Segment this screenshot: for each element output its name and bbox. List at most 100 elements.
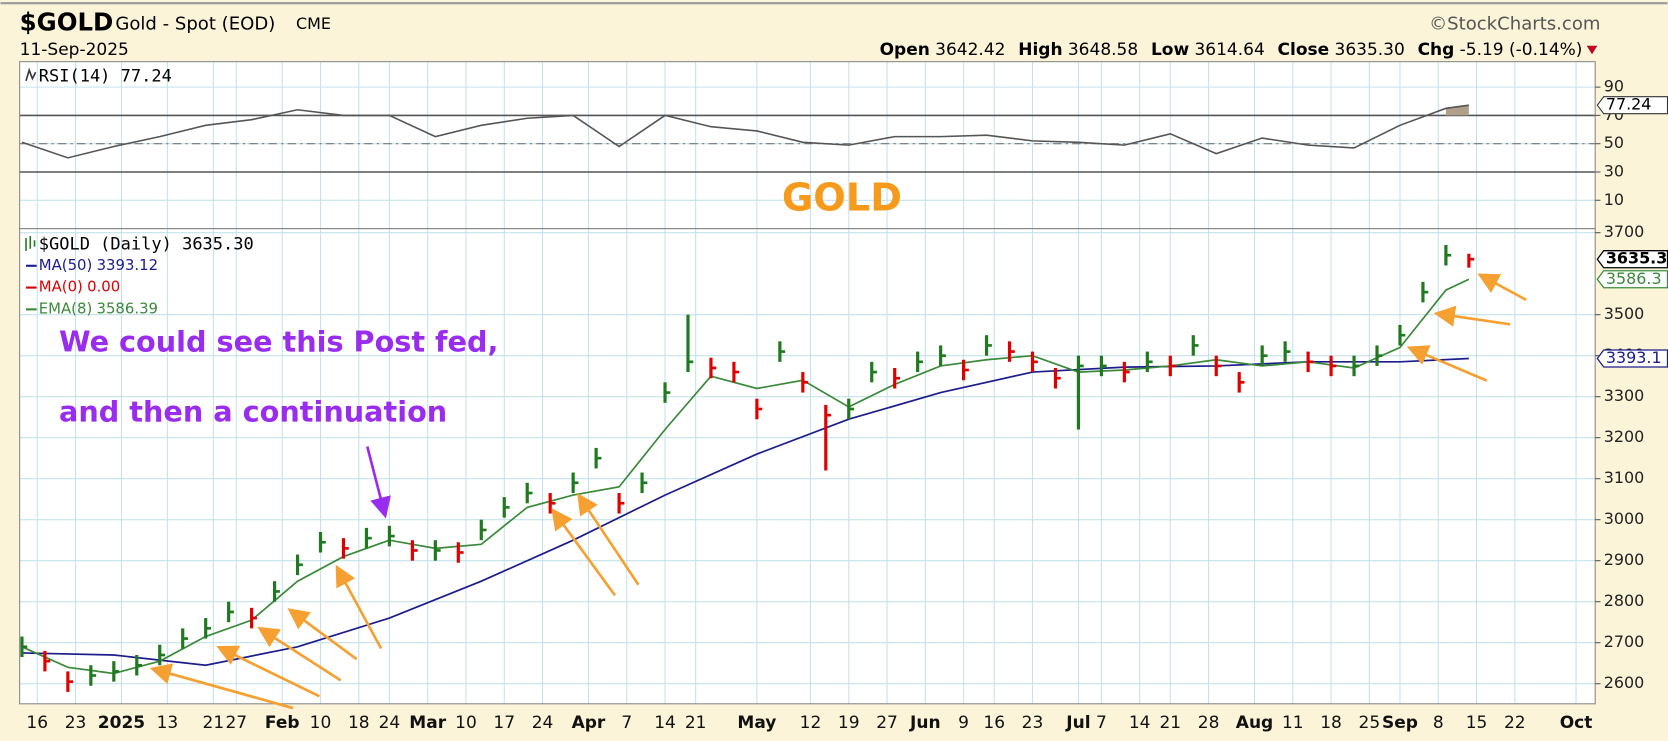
quote-value: 3642.42 — [935, 40, 1005, 60]
legend-entry: EMA(8) 3586.39 — [39, 299, 158, 317]
rsi-tick-label: 30 — [1604, 161, 1624, 180]
y-tick-label: 3500 — [1604, 304, 1645, 323]
x-tick-label: Jun — [909, 713, 941, 733]
arrow — [257, 626, 342, 682]
arrow — [1433, 305, 1511, 327]
x-tick-label: Oct — [1560, 713, 1593, 733]
quote-line: Open 3642.42 High 3648.58 Low 3614.64 Close 363… — [880, 40, 1583, 60]
y-tick-label: 3000 — [1604, 509, 1645, 528]
price-name: $GOLD (Daily) — [39, 235, 172, 255]
rsi-legend: RSI(14) 77.24 — [25, 67, 172, 87]
x-tick-label: 13 — [157, 713, 179, 733]
x-tick-label: 14 — [1129, 713, 1151, 733]
legend-value: 3586.39 — [97, 299, 159, 317]
price-tag-label: 3393.1 — [1606, 348, 1662, 367]
rsi-value: 77.24 — [121, 67, 172, 87]
x-tick-label: 25 — [1359, 713, 1381, 733]
change-arrow — [1586, 45, 1598, 55]
rsi-line — [21, 104, 1469, 159]
x-tick-label: Jul — [1065, 713, 1090, 733]
quote-name: High — [1018, 40, 1062, 60]
x-tick-label: 9 — [958, 713, 969, 733]
rsi-icon — [25, 67, 37, 82]
x-tick-label: Aug — [1236, 713, 1273, 733]
arrow — [551, 508, 617, 597]
price-icon — [25, 236, 36, 251]
x-tick-label: 7 — [1096, 713, 1107, 733]
y-tick-label: 3300 — [1604, 386, 1645, 405]
x-tick-label: 16 — [26, 713, 48, 733]
x-tick-label: 11 — [1282, 713, 1304, 733]
x-tick-label: Mar — [409, 713, 446, 733]
y-tick-label: 3100 — [1604, 468, 1645, 487]
quote-name: Low — [1151, 40, 1190, 60]
arrow — [1477, 273, 1527, 301]
x-tick-label: 16 — [983, 713, 1005, 733]
quote-value: -5.19 (-0.14%) — [1460, 40, 1583, 60]
x-tick-label: 24 — [379, 713, 401, 733]
quote-value: 3648.58 — [1068, 40, 1138, 60]
price-legend: $GOLD (Daily) 3635.30 MA(50) 3393.12 MA(0)… — [25, 235, 254, 317]
x-tick-label: 28 — [1198, 713, 1220, 733]
price-legend-text: $GOLD (Daily) 3635.30 — [39, 235, 254, 255]
x-tick-label: 10 — [455, 713, 477, 733]
x-tick-label: 21 — [685, 713, 707, 733]
quote-name: Close — [1278, 40, 1330, 60]
annotation-line: We could see this Post fed, — [59, 324, 498, 358]
orange-arrows — [149, 273, 1527, 710]
legend-entry: MA(0) 0.00 — [39, 278, 120, 296]
arrow — [577, 492, 640, 586]
price-value: 3635.30 — [182, 235, 254, 255]
annotation-arrow — [366, 446, 391, 519]
quote-name: Open — [880, 40, 930, 60]
x-tick-label: 2025 — [98, 713, 145, 733]
x-tick-label: 10 — [310, 713, 332, 733]
date: 11-Sep-2025 — [20, 40, 129, 60]
price-tag-label: 3586.3 — [1606, 269, 1662, 288]
x-tick-label: 23 — [65, 713, 87, 733]
quote-value: 3635.30 — [1335, 40, 1405, 60]
y-tick-label: 2800 — [1604, 591, 1645, 610]
source: ©StockCharts.com — [1429, 13, 1600, 34]
legend-name: MA(50) — [39, 256, 93, 274]
x-tick-label: 21 — [1159, 713, 1181, 733]
overlay-line — [21, 278, 1470, 675]
x-tick-label: Feb — [265, 713, 300, 733]
x-tick-label: 18 — [1320, 713, 1342, 733]
x-tick-label: May — [737, 713, 776, 733]
x-tick-label: 12 — [800, 713, 822, 733]
rsi-tick-label: 10 — [1604, 190, 1624, 209]
y-tick-label: 2600 — [1604, 673, 1645, 692]
quote-name: Chg — [1418, 40, 1455, 60]
rsi-tag-label: 77.24 — [1606, 95, 1652, 114]
x-tick-label: 23 — [1022, 713, 1044, 733]
price-tag — [1596, 270, 1668, 289]
annotation-line: and then a continuation — [59, 395, 447, 429]
x-tick-label: 14 — [654, 713, 676, 733]
x-tick-label: 7 — [621, 713, 632, 733]
legend-value: 0.00 — [87, 278, 120, 296]
legend-name: EMA(8) — [39, 299, 92, 317]
ticker: $GOLD — [20, 7, 114, 36]
marks — [19, 104, 1596, 692]
y-tick-label: 3200 — [1604, 427, 1645, 446]
price-tag-label: 3635.3 — [1606, 249, 1668, 268]
exchange: CME — [296, 14, 331, 33]
rsi-tag — [1596, 96, 1668, 115]
legend-entry: MA(50) 3393.12 — [39, 256, 158, 274]
price-frame — [19, 228, 1596, 705]
y-tick-label: 2900 — [1604, 550, 1645, 569]
x-tick-label: 19 — [838, 713, 860, 733]
x-tick-label: 24 — [532, 713, 554, 733]
arrow — [287, 608, 358, 661]
price-tag — [1596, 349, 1668, 368]
x-tick-label: 18 — [348, 713, 370, 733]
arrow — [335, 564, 383, 650]
watermark: GOLD — [782, 175, 902, 220]
arrow — [149, 663, 294, 710]
legend-name: MA(0) — [39, 278, 83, 296]
quote-value: 3614.64 — [1194, 40, 1264, 60]
legend-value: 3393.12 — [97, 256, 159, 274]
